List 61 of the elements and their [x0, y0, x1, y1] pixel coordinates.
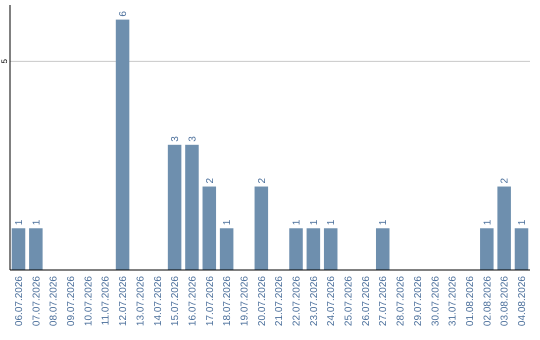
bar — [29, 228, 43, 270]
x-tick-label: 03.08.2026 — [500, 276, 511, 326]
x-tick-label: 02.08.2026 — [482, 276, 494, 326]
data-label: 1 — [222, 219, 234, 226]
bar — [220, 228, 234, 270]
bar — [116, 20, 130, 270]
data-label: 1 — [308, 219, 320, 226]
data-label: 1 — [31, 219, 42, 226]
x-tick-label: 23.07.2026 — [308, 276, 320, 326]
bar — [376, 228, 390, 270]
x-tick-label: 14.07.2026 — [152, 276, 164, 326]
x-tick-label: 01.08.2026 — [464, 276, 476, 326]
x-tick-label: 08.07.2026 — [48, 276, 60, 326]
x-tick-label: 15.07.2026 — [170, 276, 182, 326]
x-tick-label: 22.07.2026 — [292, 276, 303, 326]
x-tick-label: 18.07.2026 — [222, 276, 234, 326]
data-label: 2 — [500, 178, 511, 184]
x-tick-label: 10.07.2026 — [83, 276, 94, 326]
x-tick-label: 28.07.2026 — [396, 276, 407, 326]
x-tick-label: 06.07.2026 — [14, 276, 25, 326]
x-tick-label: 27.07.2026 — [378, 276, 390, 326]
data-label: 2 — [256, 178, 268, 184]
bar — [480, 228, 494, 270]
x-tick-label: 16.07.2026 — [187, 276, 198, 326]
x-tick-label: 17.07.2026 — [204, 276, 216, 326]
x-tick-label: 20.07.2026 — [256, 276, 268, 326]
data-label: 2 — [204, 178, 216, 184]
data-label: 1 — [14, 219, 25, 226]
data-label: 1 — [517, 219, 528, 226]
bar — [202, 186, 216, 270]
data-label: 1 — [292, 219, 303, 226]
bar — [254, 186, 268, 270]
data-label: 3 — [187, 136, 198, 142]
bar — [12, 228, 26, 270]
x-tick-label: 13.07.2026 — [135, 276, 146, 326]
x-tick-label: 24.07.2026 — [326, 276, 338, 326]
x-tick-label: 31.07.2026 — [448, 276, 459, 326]
x-tick-label: 29.07.2026 — [412, 276, 424, 326]
x-tick-label: 09.07.2026 — [66, 276, 78, 326]
data-label: 1 — [482, 219, 494, 226]
bar — [185, 144, 199, 270]
bar — [306, 228, 320, 270]
bar — [289, 228, 303, 270]
data-label: 3 — [170, 136, 182, 142]
data-label: 1 — [326, 219, 338, 226]
bar — [168, 144, 182, 270]
x-tick-label: 04.08.2026 — [517, 276, 528, 326]
x-tick-label: 30.07.2026 — [430, 276, 442, 326]
data-label: 1 — [378, 219, 390, 226]
x-tick-label: 19.07.2026 — [239, 276, 250, 326]
x-tick-label: 07.07.2026 — [31, 276, 42, 326]
x-tick-label: 25.07.2026 — [344, 276, 355, 326]
bar — [324, 228, 338, 270]
data-label: 6 — [118, 10, 130, 17]
y-tick-label: 5 — [0, 58, 9, 64]
bar — [514, 228, 528, 270]
bar — [497, 186, 511, 270]
x-tick-label: 26.07.2026 — [360, 276, 372, 326]
x-tick-label: 21.07.2026 — [274, 276, 286, 326]
x-tick-label: 11.07.2026 — [100, 276, 112, 326]
x-tick-label: 12.07.2026 — [118, 276, 130, 326]
